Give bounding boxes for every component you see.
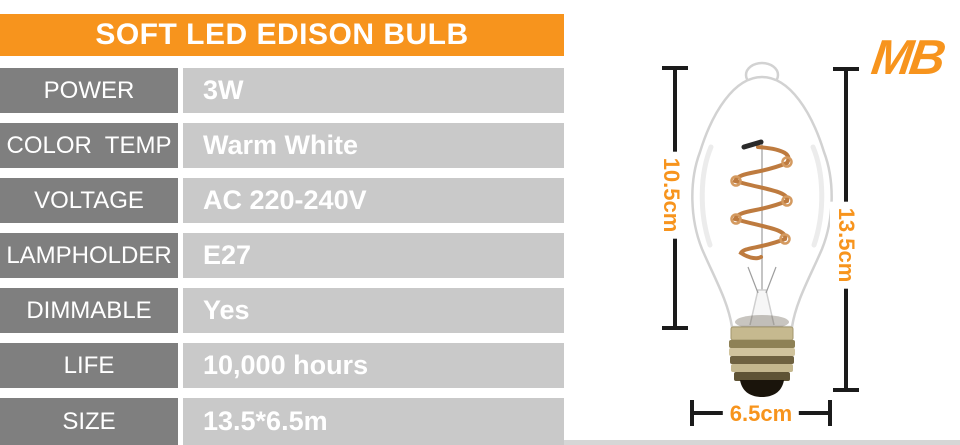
spec-label: COLOR TEMP [0, 123, 178, 168]
diameter-label: 6.5cm [722, 401, 800, 427]
base-contact-tip [740, 380, 784, 397]
column-divider [178, 123, 183, 168]
filament-hook [741, 139, 764, 150]
table-row-dimmable: DIMMABLE Yes [0, 288, 564, 333]
spec-label: LIFE [0, 343, 178, 388]
spec-label: VOLTAGE [0, 178, 178, 223]
table-row-life: LIFE 10,000 hours [0, 343, 564, 388]
spec-value: 13.5*6.5m [183, 398, 564, 445]
glass-reflection [735, 315, 789, 329]
dimension-tick [662, 326, 688, 330]
spec-value: 10,000 hours [183, 343, 564, 388]
spec-label: POWER [0, 68, 178, 113]
column-divider [178, 68, 183, 113]
filament-spiral [732, 145, 791, 261]
filament-loop [779, 233, 791, 245]
screw-base [729, 326, 795, 397]
column-divider [178, 343, 183, 388]
column-divider [178, 233, 183, 278]
table-row-power: POWER 3W [0, 68, 564, 113]
glass-highlight [810, 144, 825, 248]
spec-value: Warm White [183, 123, 564, 168]
glass-highlight [699, 144, 714, 248]
spec-label: DIMMABLE [0, 288, 178, 333]
column-divider [178, 398, 183, 445]
column-divider [178, 288, 183, 333]
spec-value: 3W [183, 68, 564, 113]
column-divider [178, 178, 183, 223]
table-row-size: SIZE 13.5*6.5m [0, 398, 564, 445]
table-row-lampholder: LAMPHOLDER E27 [0, 233, 564, 278]
filament-loop [730, 175, 742, 187]
filament-loop [781, 156, 793, 168]
support-wire [747, 266, 759, 294]
spec-value: E27 [183, 233, 564, 278]
spec-label: LAMPHOLDER [0, 233, 178, 278]
spec-value: Yes [183, 288, 564, 333]
spec-table: POWER 3W COLOR TEMP Warm White VOLTAGE A… [0, 68, 564, 445]
dimension-tick [833, 388, 859, 392]
dimension-tick [828, 400, 832, 426]
filament-loop [781, 195, 793, 207]
bulb-image [691, 61, 833, 397]
filament-loop [730, 213, 742, 225]
page-title: SOFT LED EDISON BULB [0, 14, 564, 56]
total-height-label: 13.5cm [830, 201, 862, 289]
spec-value: AC 220-240V [183, 178, 564, 223]
bottom-edge-strip [564, 440, 960, 445]
spec-label: SIZE [0, 398, 178, 445]
support-wire [765, 266, 777, 294]
table-row-voltage: VOLTAGE AC 220-240V [0, 178, 564, 223]
glass-height-label: 10.5cm [655, 151, 687, 239]
stem-flare [749, 289, 775, 326]
table-row-color-temp: COLOR TEMP Warm White [0, 123, 564, 168]
